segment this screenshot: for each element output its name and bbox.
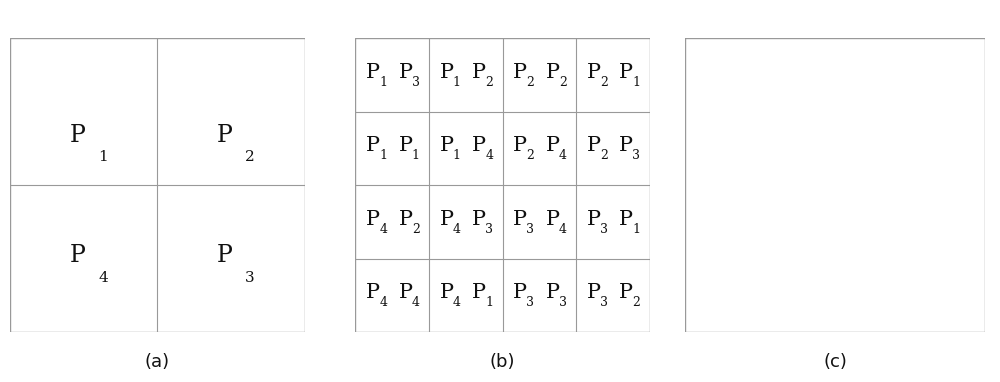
- Text: 3: 3: [412, 76, 420, 89]
- Text: 1: 1: [379, 76, 387, 89]
- Text: P: P: [513, 210, 527, 228]
- Text: P: P: [619, 210, 633, 228]
- Text: P: P: [366, 210, 380, 228]
- Text: P: P: [440, 63, 454, 81]
- Text: (c): (c): [823, 353, 847, 371]
- Text: P: P: [398, 210, 412, 228]
- Text: 1: 1: [453, 149, 461, 162]
- Text: 3: 3: [485, 223, 493, 236]
- Text: (a): (a): [145, 353, 170, 371]
- Text: 3: 3: [632, 149, 640, 162]
- Text: P: P: [587, 283, 601, 302]
- Text: 1: 1: [453, 76, 461, 89]
- Text: P: P: [513, 283, 527, 302]
- Text: P: P: [440, 283, 454, 302]
- Text: 3: 3: [600, 223, 608, 236]
- Text: P: P: [217, 124, 233, 147]
- Text: P: P: [70, 124, 86, 147]
- Text: P: P: [546, 136, 560, 155]
- Text: P: P: [366, 136, 380, 155]
- Text: P: P: [398, 63, 412, 81]
- Text: P: P: [472, 136, 486, 155]
- Text: P: P: [366, 283, 380, 302]
- Text: 4: 4: [453, 296, 461, 309]
- Text: 3: 3: [526, 296, 534, 309]
- Text: P: P: [587, 136, 601, 155]
- Text: 2: 2: [485, 76, 493, 89]
- Text: P: P: [472, 283, 486, 302]
- Text: 2: 2: [245, 151, 255, 164]
- Text: P: P: [587, 210, 601, 228]
- Text: P: P: [546, 210, 560, 228]
- Text: 2: 2: [559, 76, 567, 89]
- Text: P: P: [472, 63, 486, 81]
- Text: 1: 1: [379, 149, 387, 162]
- Text: P: P: [440, 210, 454, 228]
- Text: 3: 3: [600, 296, 608, 309]
- Text: 4: 4: [559, 223, 567, 236]
- Text: P: P: [619, 136, 633, 155]
- Text: 3: 3: [559, 296, 567, 309]
- Text: P: P: [398, 136, 412, 155]
- Text: 2: 2: [527, 76, 534, 89]
- Text: 2: 2: [412, 223, 420, 236]
- Text: 1: 1: [632, 223, 640, 236]
- Text: P: P: [513, 136, 527, 155]
- Text: P: P: [546, 283, 560, 302]
- Text: 4: 4: [379, 296, 387, 309]
- Text: 2: 2: [600, 76, 608, 89]
- Text: P: P: [619, 63, 633, 81]
- Text: 2: 2: [600, 149, 608, 162]
- Text: 4: 4: [98, 271, 108, 285]
- Text: 4: 4: [379, 223, 387, 236]
- Text: P: P: [70, 244, 86, 267]
- Text: 4: 4: [412, 296, 420, 309]
- Text: P: P: [619, 283, 633, 302]
- Text: 4: 4: [559, 149, 567, 162]
- Text: 3: 3: [245, 271, 255, 285]
- Text: 2: 2: [527, 149, 534, 162]
- Text: P: P: [587, 63, 601, 81]
- Text: P: P: [398, 283, 412, 302]
- Text: 1: 1: [632, 76, 640, 89]
- Text: 2: 2: [632, 296, 640, 309]
- Text: P: P: [472, 210, 486, 228]
- Text: 4: 4: [453, 223, 461, 236]
- Text: 1: 1: [412, 149, 420, 162]
- Text: P: P: [440, 136, 454, 155]
- Text: 3: 3: [526, 223, 534, 236]
- Text: (b): (b): [490, 353, 515, 371]
- Text: 4: 4: [485, 149, 493, 162]
- Text: P: P: [513, 63, 527, 81]
- Text: P: P: [546, 63, 560, 81]
- Text: 1: 1: [485, 296, 493, 309]
- Text: P: P: [217, 244, 233, 267]
- Text: P: P: [366, 63, 380, 81]
- Text: 1: 1: [98, 151, 108, 164]
